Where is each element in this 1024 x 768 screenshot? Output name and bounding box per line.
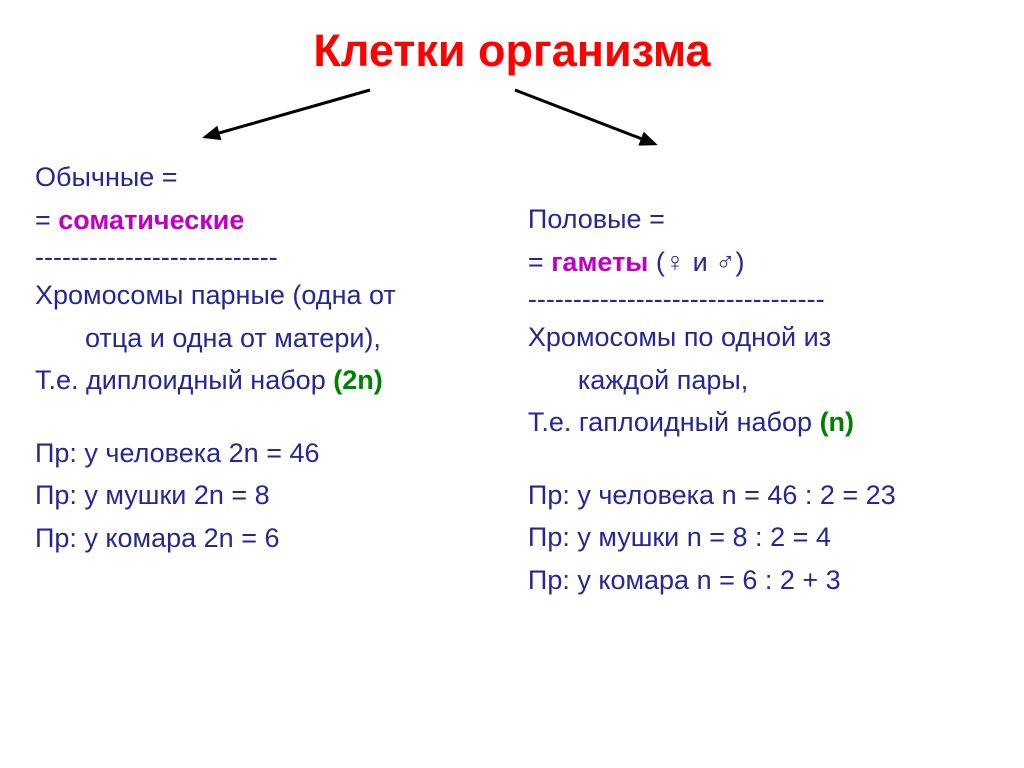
left-line-1: = соматические xyxy=(35,200,473,241)
left-line-3: Хромосомы парные (одна от xyxy=(35,275,473,316)
right-line-0: Половые = xyxy=(528,199,989,240)
arrow-right-icon xyxy=(505,82,705,157)
right-example-1: Пр: у мушки n = 8 : 2 = 4 xyxy=(528,517,989,558)
right-line-1: = гаметы (♀ и ♂) xyxy=(528,242,989,283)
highlight-gametes: гаметы xyxy=(551,247,648,277)
left-example-2: Пр: у комара 2n = 6 xyxy=(35,518,473,559)
green-n: (n) xyxy=(820,407,854,437)
left-column: Обычные = = соматические ---------------… xyxy=(35,157,493,602)
right-example-2: Пр: у комара n = 6 : 2 + 3 xyxy=(528,560,989,601)
left-line-5: Т.е. диплоидный набор (2n) xyxy=(35,360,473,401)
left-line-0: Обычные = xyxy=(35,157,473,198)
right-example-0: Пр: у человека n = 46 : 2 = 23 xyxy=(528,475,989,516)
right-column: Половые = = гаметы (♀ и ♂) -------------… xyxy=(493,157,989,602)
arrows-container xyxy=(0,87,1024,157)
left-line-4: отца и одна от матери), xyxy=(35,318,473,359)
right-line-4: каждой пары, xyxy=(528,360,989,401)
left-dashes: --------------------------- xyxy=(35,242,473,273)
right-dashes: --------------------------------- xyxy=(528,284,989,315)
arrow-left-icon xyxy=(190,82,390,152)
left-example-0: Пр: у человека 2n = 46 xyxy=(35,433,473,474)
columns-container: Обычные = = соматические ---------------… xyxy=(0,157,1024,602)
left-example-1: Пр: у мушки 2n = 8 xyxy=(35,475,473,516)
green-2n: (2n) xyxy=(333,365,383,395)
right-line-5: Т.е. гаплоидный набор (n) xyxy=(528,402,989,443)
right-line-3: Хромосомы по одной из xyxy=(528,317,989,358)
highlight-somatic: соматические xyxy=(58,205,244,235)
page-title: Клетки организма xyxy=(0,0,1024,87)
